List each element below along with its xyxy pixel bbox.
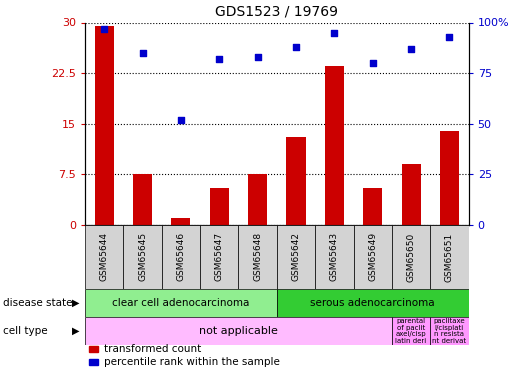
Bar <box>430 225 469 289</box>
Bar <box>95 26 114 225</box>
Bar <box>277 225 315 289</box>
Bar <box>238 225 277 289</box>
Bar <box>286 137 305 225</box>
Bar <box>162 225 200 289</box>
Bar <box>363 188 382 225</box>
Bar <box>210 188 229 225</box>
Bar <box>89 346 98 352</box>
Bar <box>89 359 98 364</box>
Text: GSM65647: GSM65647 <box>215 232 224 281</box>
Bar <box>431 317 469 345</box>
Text: GSM65651: GSM65651 <box>445 232 454 282</box>
Bar <box>325 66 344 225</box>
Bar <box>85 225 124 289</box>
Bar <box>171 218 191 225</box>
Text: GSM65646: GSM65646 <box>177 232 185 281</box>
Bar <box>402 164 421 225</box>
Point <box>369 60 377 66</box>
Bar <box>315 225 353 289</box>
Text: cell type: cell type <box>3 326 47 336</box>
Bar <box>133 174 152 225</box>
Text: clear cell adenocarcinoma: clear cell adenocarcinoma <box>112 298 250 308</box>
Point <box>139 50 147 56</box>
Text: ▶: ▶ <box>72 298 80 308</box>
Bar <box>440 130 459 225</box>
Text: GSM65650: GSM65650 <box>407 232 416 282</box>
Text: parental
of paclit
axel/cisp
latin deri: parental of paclit axel/cisp latin deri <box>396 318 427 344</box>
Text: serous adenocarcinoma: serous adenocarcinoma <box>311 298 435 308</box>
Point <box>177 117 185 123</box>
Text: GSM65645: GSM65645 <box>138 232 147 281</box>
Text: GSM65644: GSM65644 <box>100 232 109 281</box>
Bar <box>392 225 431 289</box>
Bar <box>200 225 238 289</box>
Text: disease state: disease state <box>3 298 72 308</box>
Bar <box>85 289 277 317</box>
Text: percentile rank within the sample: percentile rank within the sample <box>104 357 280 367</box>
Point <box>215 56 224 62</box>
Bar <box>85 317 392 345</box>
Point <box>445 34 454 40</box>
Text: GSM65642: GSM65642 <box>291 232 300 281</box>
Text: GSM65648: GSM65648 <box>253 232 262 281</box>
Text: transformed count: transformed count <box>104 344 201 354</box>
Title: GDS1523 / 19769: GDS1523 / 19769 <box>215 4 338 18</box>
Point <box>407 46 415 52</box>
Text: not applicable: not applicable <box>199 326 278 336</box>
Point <box>100 26 108 32</box>
Bar <box>353 225 392 289</box>
Point <box>253 54 262 60</box>
Bar <box>392 317 431 345</box>
Text: paclitaxe
l/cisplati
n resista
nt derivat: paclitaxe l/cisplati n resista nt deriva… <box>433 318 467 344</box>
Text: GSM65649: GSM65649 <box>368 232 377 281</box>
Point <box>330 30 338 36</box>
Bar <box>277 289 469 317</box>
Point <box>292 44 300 50</box>
Text: GSM65643: GSM65643 <box>330 232 339 281</box>
Bar <box>124 225 162 289</box>
Bar <box>248 174 267 225</box>
Text: ▶: ▶ <box>72 326 80 336</box>
